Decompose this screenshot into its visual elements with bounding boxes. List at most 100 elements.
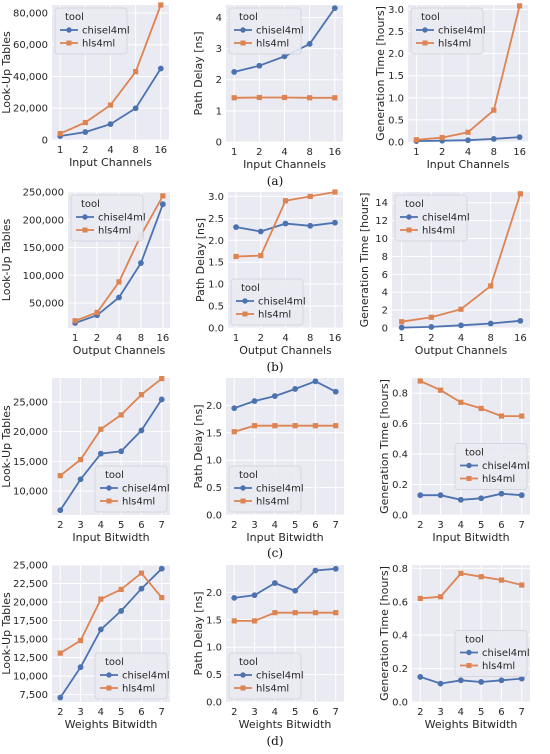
- y-tick-label: 2: [382, 306, 388, 317]
- legend-marker-hls4ml: [422, 40, 428, 46]
- data-point-chisel4ml: [282, 220, 289, 227]
- data-point-hls4ml: [233, 253, 239, 260]
- data-point-chisel4ml: [281, 53, 288, 60]
- data-point-hls4ml: [281, 94, 288, 101]
- y-tick-label: 0: [216, 138, 222, 149]
- legend-title: tool: [105, 657, 124, 668]
- data-point-chisel4ml: [159, 201, 166, 208]
- y-tick-label: 2.0: [206, 588, 222, 599]
- y-tick-label: 8: [382, 252, 388, 263]
- data-point-chisel4ml: [77, 664, 84, 671]
- legend-marker-chisel4ml: [82, 214, 88, 220]
- legend: tool chisel4ml hls4ml: [454, 443, 530, 490]
- data-point-hls4ml: [437, 387, 444, 393]
- legend-label-chisel4ml: chisel4ml: [422, 213, 470, 224]
- data-point-hls4ml: [231, 618, 237, 624]
- data-point-hls4ml: [159, 594, 165, 601]
- legend-marker-chisel4ml: [242, 298, 248, 304]
- legend-title: tool: [465, 448, 484, 459]
- data-point-chisel4ml: [97, 450, 104, 457]
- data-point-chisel4ml: [82, 129, 89, 135]
- legend-title: tool: [405, 199, 424, 210]
- data-point-chisel4ml: [251, 592, 258, 599]
- legend-label-hls4ml: hls4ml: [256, 684, 289, 695]
- y-axis-label: Look-Up Tables: [0, 405, 13, 488]
- x-tick-label: 8: [491, 147, 497, 158]
- data-point-chisel4ml: [398, 324, 405, 331]
- chart-panel-4: 50,000 100,000 150,000 200,000 250,000 1 2 4 8 16…: [0, 188, 170, 357]
- y-tick-label: 150,000: [23, 243, 64, 254]
- y-tick-label: 3.0: [388, 5, 404, 16]
- legend-label-hls4ml: hls4ml: [122, 684, 155, 695]
- x-tick-label: 2: [417, 707, 423, 718]
- x-tick-label: 6: [138, 520, 144, 531]
- x-tick-label: 1: [413, 147, 419, 158]
- legend-label-chisel4ml: chisel4ml: [438, 26, 486, 37]
- y-tick-label: 4: [216, 13, 222, 24]
- y-tick-label: 1.5: [206, 615, 222, 626]
- legend-label-hls4ml: hls4ml: [482, 661, 515, 672]
- data-point-hls4ml: [251, 423, 258, 429]
- x-axis-label: Output Channels: [239, 344, 332, 357]
- y-tick-label: 25,000: [13, 397, 48, 408]
- x-axis-label: Input Bitwidth: [432, 531, 509, 544]
- data-point-chisel4ml: [231, 405, 238, 412]
- x-tick-label: 2: [428, 333, 434, 344]
- series-line-chisel4ml: [59, 568, 163, 699]
- x-tick-label: 4: [98, 707, 104, 718]
- legend-title: tool: [105, 470, 124, 481]
- data-point-hls4ml: [332, 95, 338, 101]
- data-point-chisel4ml: [457, 496, 464, 503]
- x-tick-label: 1: [72, 333, 78, 344]
- legend: tool chisel4ml hls4ml: [228, 7, 304, 55]
- x-tick-label: 3: [77, 707, 83, 718]
- x-axis-label: Input Channels: [427, 158, 510, 171]
- x-tick-label: 4: [107, 145, 113, 156]
- legend: tool chisel4ml hls4ml: [228, 465, 304, 513]
- y-tick-label: 80,000: [13, 8, 48, 19]
- y-tick-label: 6: [382, 270, 388, 281]
- data-point-hls4ml: [498, 413, 505, 419]
- caption-d: (d): [266, 734, 284, 748]
- y-axis-label: Generation Time [hours]: [358, 193, 371, 328]
- data-point-chisel4ml: [437, 680, 444, 687]
- data-point-hls4ml: [417, 595, 423, 602]
- data-point-chisel4ml: [518, 675, 525, 682]
- y-tick-label: 20,000: [13, 104, 48, 115]
- x-axis-label: Weights Bitwidth: [239, 718, 332, 731]
- caption-c: (c): [266, 546, 284, 560]
- y-tick-label: 0.8: [392, 389, 408, 400]
- y-tick-label: 0.0: [206, 511, 222, 522]
- y-axis-label: Generation Time [hours]: [378, 379, 391, 514]
- legend-label-hls4ml: hls4ml: [482, 474, 515, 485]
- data-point-hls4ml: [231, 95, 237, 101]
- data-point-hls4ml: [307, 193, 313, 199]
- x-tick-label: 6: [312, 520, 318, 531]
- data-point-hls4ml: [478, 405, 484, 412]
- y-tick-label: 0.4: [392, 631, 408, 642]
- y-tick-label: 22,500: [13, 579, 48, 590]
- y-axis-label: Look-Up Tables: [0, 592, 13, 675]
- y-axis-label: Generation Time [hours]: [378, 566, 391, 701]
- data-point-hls4ml: [251, 618, 258, 624]
- x-tick-label: 4: [282, 333, 288, 344]
- data-point-chisel4ml: [417, 674, 424, 680]
- data-point-chisel4ml: [271, 580, 278, 586]
- data-point-chisel4ml: [118, 448, 125, 455]
- caption-a: (a): [266, 174, 284, 188]
- data-point-hls4ml: [272, 610, 278, 616]
- data-point-hls4ml: [312, 610, 319, 616]
- legend-marker-hls4ml: [106, 685, 112, 691]
- legend-label-hls4ml: hls4ml: [438, 39, 471, 50]
- x-tick-label: 4: [458, 707, 464, 718]
- y-tick-label: 0.6: [392, 597, 408, 608]
- legend-label-chisel4ml: chisel4ml: [256, 26, 304, 37]
- legend-marker-chisel4ml: [106, 485, 112, 491]
- legend-marker-chisel4ml: [66, 27, 72, 33]
- y-tick-label: 1.5: [208, 258, 224, 269]
- x-axis-label: Input Bitwidth: [246, 531, 323, 544]
- data-point-hls4ml: [465, 129, 471, 135]
- legend: tool chisel4ml hls4ml: [454, 630, 530, 677]
- caption-b: (b): [266, 360, 284, 374]
